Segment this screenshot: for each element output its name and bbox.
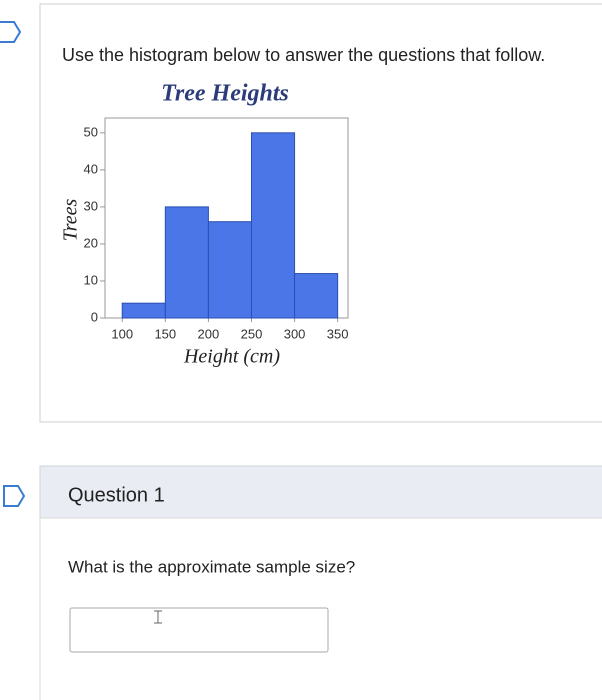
text-cursor <box>154 610 162 624</box>
bar <box>294 273 339 319</box>
bar <box>121 302 166 319</box>
x-tick-label: 350 <box>327 326 349 341</box>
x-tick-label: 150 <box>154 326 176 341</box>
bar <box>207 221 252 319</box>
question-header <box>39 465 602 519</box>
bar <box>250 132 296 319</box>
chart-title: Tree Heights <box>161 81 289 107</box>
y-tick-label: 30 <box>84 198 98 213</box>
question-text: What is the approximate sample size? <box>68 557 355 576</box>
y-tick-label: 20 <box>84 235 98 250</box>
answer-input[interactable] <box>69 607 329 653</box>
y-tick-label: 0 <box>91 309 98 324</box>
y-axis-label: Trees <box>60 198 82 241</box>
y-tick-label: 10 <box>84 272 98 287</box>
question-icon[interactable] <box>3 485 26 507</box>
x-tick-label: 250 <box>241 326 263 341</box>
x-tick-label: 100 <box>111 326 133 341</box>
y-tick-label: 40 <box>84 161 98 176</box>
x-tick-label: 200 <box>198 326 220 341</box>
x-axis-label: Height (cm) <box>183 346 280 368</box>
bar <box>164 206 209 319</box>
y-tick-label: 50 <box>84 124 98 139</box>
x-tick-label: 300 <box>284 326 306 341</box>
question-title: Question 1 <box>68 484 165 506</box>
instruction: Use the histogram below to answer the qu… <box>62 45 545 65</box>
nav-icon[interactable] <box>0 21 22 43</box>
